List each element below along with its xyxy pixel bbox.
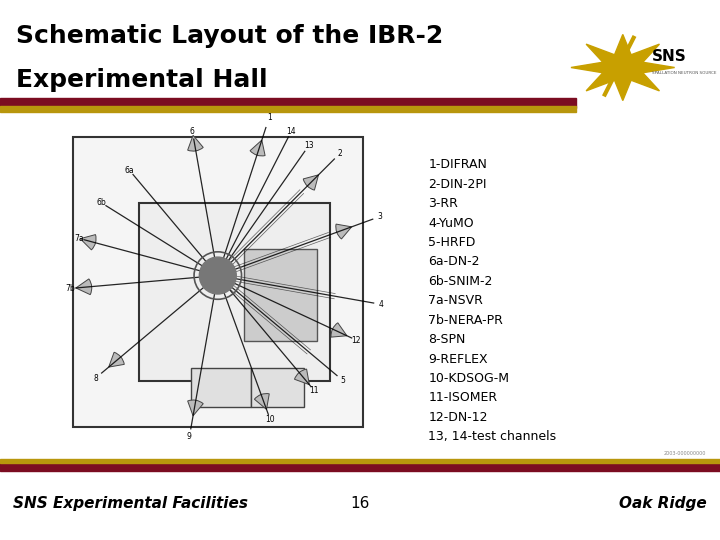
Wedge shape [254, 394, 269, 409]
Bar [0, 98, 576, 108]
Bar [244, 249, 317, 341]
Text: 3: 3 [378, 212, 382, 221]
Bar [192, 368, 251, 408]
Wedge shape [294, 369, 310, 384]
Circle shape [199, 257, 236, 294]
Text: 12-DN-12: 12-DN-12 [428, 411, 488, 424]
Text: SNS: SNS [652, 49, 686, 64]
Text: 14: 14 [287, 126, 296, 136]
Text: 7b-NERA-PR: 7b-NERA-PR [428, 314, 503, 327]
Text: Schematic Layout of the IBR-2: Schematic Layout of the IBR-2 [16, 24, 443, 48]
Text: 1-DIFRAN: 1-DIFRAN [428, 158, 487, 171]
Text: 1: 1 [267, 113, 271, 122]
Text: 10-KDSOG-M: 10-KDSOG-M [428, 372, 510, 385]
Text: 16: 16 [351, 496, 369, 511]
Text: 9-REFLEX: 9-REFLEX [428, 353, 488, 366]
Text: 13, 14-test channels: 13, 14-test channels [428, 430, 557, 443]
Text: 6b-SNIM-2: 6b-SNIM-2 [428, 275, 492, 288]
Text: 3-RR: 3-RR [428, 197, 458, 210]
Text: 4-YuMO: 4-YuMO [428, 217, 474, 230]
Wedge shape [250, 140, 265, 156]
Text: 6b: 6b [96, 198, 107, 207]
Text: 4: 4 [379, 300, 384, 309]
Bar [73, 137, 363, 427]
Text: 2-DIN-2PI: 2-DIN-2PI [428, 178, 487, 191]
Text: Experimental Hall: Experimental Hall [16, 68, 267, 91]
Wedge shape [188, 136, 203, 151]
Text: 7b: 7b [66, 284, 76, 293]
Text: 11: 11 [310, 386, 319, 395]
Text: 6: 6 [190, 127, 195, 136]
Text: 7a: 7a [74, 234, 84, 243]
Wedge shape [303, 175, 318, 190]
Text: 9: 9 [187, 432, 192, 441]
Wedge shape [188, 400, 203, 416]
Wedge shape [80, 234, 96, 250]
Text: 10: 10 [265, 415, 275, 424]
Text: 13: 13 [304, 141, 313, 151]
Text: 8-SPN: 8-SPN [428, 333, 466, 346]
Text: 2003-000000000: 2003-000000000 [663, 451, 706, 456]
Text: 6a-DN-2: 6a-DN-2 [428, 255, 480, 268]
Text: 2: 2 [338, 149, 342, 158]
Bar [0, 459, 720, 463]
Text: 7a-NSVR: 7a-NSVR [428, 294, 483, 307]
Text: 5-HRFD: 5-HRFD [428, 236, 476, 249]
Text: 11-ISOMER: 11-ISOMER [428, 392, 498, 404]
Text: SNS Experimental Facilities: SNS Experimental Facilities [13, 496, 248, 511]
Bar [251, 368, 304, 408]
Polygon shape [571, 35, 675, 100]
Wedge shape [331, 323, 347, 337]
Wedge shape [336, 224, 351, 239]
Bar [139, 203, 330, 381]
Text: 8: 8 [93, 374, 98, 383]
Text: 6a: 6a [125, 166, 135, 175]
Bar [0, 106, 576, 112]
Wedge shape [109, 352, 125, 367]
Text: 12: 12 [351, 336, 361, 345]
Wedge shape [76, 279, 91, 295]
Text: 5: 5 [341, 376, 346, 385]
Text: Oak Ridge: Oak Ridge [619, 496, 707, 511]
Text: SPALLATION NEUTRON SOURCE: SPALLATION NEUTRON SOURCE [652, 71, 716, 75]
Bar [0, 463, 720, 471]
